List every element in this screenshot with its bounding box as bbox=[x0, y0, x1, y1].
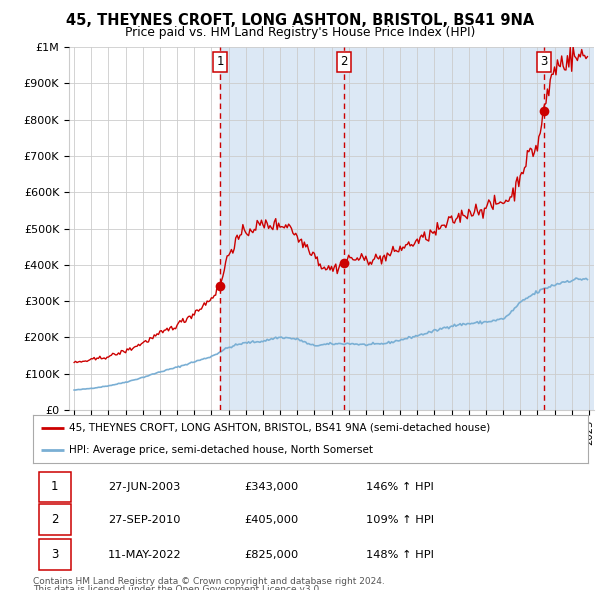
Bar bbox=[544, 47, 594, 410]
Text: This data is licensed under the Open Government Licence v3.0.: This data is licensed under the Open Gov… bbox=[33, 585, 322, 590]
Text: 146% ↑ HPI: 146% ↑ HPI bbox=[366, 482, 434, 492]
Text: Contains HM Land Registry data © Crown copyright and database right 2024.: Contains HM Land Registry data © Crown c… bbox=[33, 577, 385, 586]
Text: 109% ↑ HPI: 109% ↑ HPI bbox=[366, 514, 434, 525]
Text: 2: 2 bbox=[341, 55, 348, 68]
Text: 11-MAY-2022: 11-MAY-2022 bbox=[108, 549, 182, 559]
FancyBboxPatch shape bbox=[38, 471, 71, 502]
Bar bbox=[344, 47, 544, 410]
Text: 1: 1 bbox=[216, 55, 224, 68]
Bar bbox=[572, 47, 594, 410]
Text: 45, THEYNES CROFT, LONG ASHTON, BRISTOL, BS41 9NA: 45, THEYNES CROFT, LONG ASHTON, BRISTOL,… bbox=[66, 13, 534, 28]
Text: 27-JUN-2003: 27-JUN-2003 bbox=[108, 482, 181, 492]
Text: £343,000: £343,000 bbox=[244, 482, 298, 492]
Text: 3: 3 bbox=[540, 55, 547, 68]
Text: 45, THEYNES CROFT, LONG ASHTON, BRISTOL, BS41 9NA (semi-detached house): 45, THEYNES CROFT, LONG ASHTON, BRISTOL,… bbox=[69, 423, 490, 433]
Bar bbox=[220, 47, 344, 410]
FancyBboxPatch shape bbox=[38, 539, 71, 570]
Text: £825,000: £825,000 bbox=[244, 549, 298, 559]
Text: HPI: Average price, semi-detached house, North Somerset: HPI: Average price, semi-detached house,… bbox=[69, 445, 373, 455]
Text: 1: 1 bbox=[51, 480, 58, 493]
FancyBboxPatch shape bbox=[38, 504, 71, 535]
Text: 148% ↑ HPI: 148% ↑ HPI bbox=[366, 549, 434, 559]
Text: Price paid vs. HM Land Registry's House Price Index (HPI): Price paid vs. HM Land Registry's House … bbox=[125, 26, 475, 39]
Text: 3: 3 bbox=[51, 548, 58, 561]
Text: 27-SEP-2010: 27-SEP-2010 bbox=[108, 514, 181, 525]
Text: 2: 2 bbox=[51, 513, 58, 526]
Text: £405,000: £405,000 bbox=[244, 514, 298, 525]
